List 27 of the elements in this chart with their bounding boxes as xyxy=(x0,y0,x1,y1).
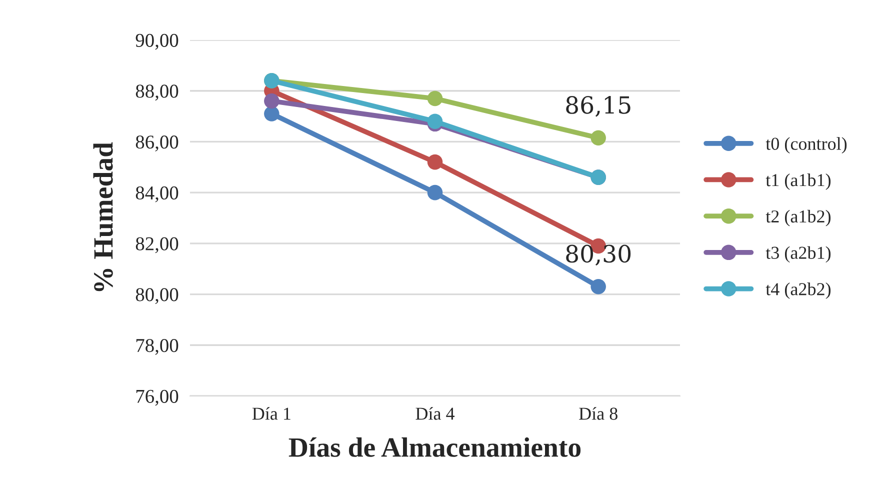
y-tick-label: 80,00 xyxy=(136,288,178,304)
x-tick-label: Día 8 xyxy=(579,407,618,420)
y-tick-label: 84,00 xyxy=(136,186,178,202)
point xyxy=(427,184,443,200)
legend-label: t4 (a2b2) xyxy=(766,282,831,299)
point xyxy=(264,106,280,122)
y-tick-label: 90,00 xyxy=(136,34,178,50)
y-axis-title: % Humedad xyxy=(93,142,113,292)
x-tick-label: Día 1 xyxy=(252,407,290,420)
legend-label: t2 (a1b2) xyxy=(766,210,831,226)
data-label: 86,15 xyxy=(566,96,630,117)
x-tick-label: Día 4 xyxy=(416,407,455,420)
point xyxy=(590,130,606,146)
legend-label: t3 (a2b1) xyxy=(766,246,831,263)
y-tick-label: 86,00 xyxy=(136,136,178,152)
legend-label: t1 (a1b1) xyxy=(766,174,831,190)
y-tick-label: 82,00 xyxy=(136,237,178,254)
legend-label: t0 (control) xyxy=(766,137,847,154)
data-label: 80,30 xyxy=(566,244,631,266)
y-tick-label: 76,00 xyxy=(136,390,178,406)
point xyxy=(427,90,443,106)
x-axis-title: Días de Almacenamiento xyxy=(288,437,581,457)
point xyxy=(590,279,606,294)
y-tick-label: 88,00 xyxy=(136,84,178,101)
y-tick-label: 78,00 xyxy=(136,338,178,355)
point xyxy=(264,93,280,109)
point xyxy=(427,154,443,170)
